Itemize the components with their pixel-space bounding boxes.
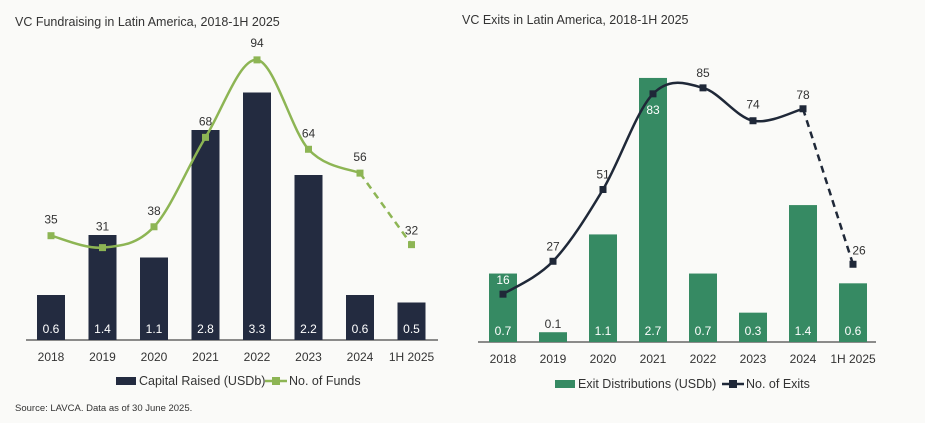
x-tick-label: 2019 bbox=[540, 352, 567, 366]
line-value-label: 64 bbox=[302, 126, 316, 140]
line-marker bbox=[549, 257, 557, 265]
line-marker bbox=[749, 117, 757, 125]
bar bbox=[243, 92, 271, 340]
bar-value-label: 1.1 bbox=[146, 322, 163, 336]
line-value-label: 38 bbox=[147, 204, 161, 218]
bar-value-label: 2.7 bbox=[645, 324, 662, 338]
fundraising-chart: 0.6 2018 1.4 2019 1.1 2020 2.8 2021 3.3 2022 2.2 20… bbox=[26, 36, 438, 388]
bar-value-label: 1.4 bbox=[94, 322, 111, 336]
bar-value-label: 0.6 bbox=[845, 324, 862, 338]
right-chart-title: VC Exits in Latin America, 2018-1H 2025 bbox=[462, 13, 689, 27]
bar bbox=[689, 273, 717, 342]
x-tick-label: 2022 bbox=[690, 352, 717, 366]
line-marker bbox=[150, 223, 158, 231]
line-marker bbox=[799, 105, 807, 113]
legend-bar-label: Capital Raised (USDb) bbox=[139, 374, 265, 388]
line-marker bbox=[649, 90, 657, 98]
line-value-label: 94 bbox=[250, 36, 264, 50]
x-tick-label: 2018 bbox=[38, 350, 65, 364]
bar-value-label: 2.8 bbox=[197, 322, 214, 336]
bar-value-label: 0.7 bbox=[495, 324, 512, 338]
legend-bar-swatch bbox=[116, 377, 136, 385]
left-chart-title: VC Fundraising in Latin America, 2018-1H… bbox=[15, 15, 280, 29]
bar-value-label: 0.5 bbox=[403, 322, 420, 336]
bar bbox=[346, 295, 374, 340]
bar-value-label: 0.7 bbox=[695, 324, 712, 338]
legend-bar-label: Exit Distributions (USDb) bbox=[578, 377, 716, 391]
x-tick-label: 2024 bbox=[347, 350, 374, 364]
exits-chart: 0.7 2018 0.1 2019 1.1 2020 2.7 2021 0.7 2022 0.3 20… bbox=[478, 66, 876, 391]
line-value-label: 31 bbox=[96, 220, 110, 234]
bar bbox=[397, 302, 426, 340]
bar-value-label: 0.1 bbox=[545, 317, 562, 331]
x-tick-label: 2023 bbox=[295, 350, 322, 364]
bar-value-label: 1.4 bbox=[795, 324, 812, 338]
legend-bar-swatch bbox=[555, 380, 575, 388]
bar-value-label: 0.3 bbox=[745, 324, 762, 338]
line-value-label: 26 bbox=[852, 243, 866, 257]
source-note: Source: LAVCA. Data as of 30 June 2025. bbox=[15, 403, 192, 414]
line-value-label: 56 bbox=[353, 150, 367, 164]
line-value-label: 27 bbox=[546, 239, 560, 253]
x-tick-label: 2020 bbox=[590, 352, 617, 366]
x-tick-label: 2021 bbox=[192, 350, 219, 364]
line-marker bbox=[202, 133, 209, 141]
x-tick-label: 2021 bbox=[640, 352, 667, 366]
x-tick-label: 2018 bbox=[490, 352, 517, 366]
bar bbox=[589, 234, 617, 342]
bar-value-label: 1.1 bbox=[595, 324, 612, 338]
legend-line-label: No. of Exits bbox=[746, 377, 810, 391]
line-value-label: 68 bbox=[199, 114, 213, 128]
line-marker bbox=[356, 169, 364, 177]
bar bbox=[739, 312, 767, 342]
legend-line-marker bbox=[272, 377, 280, 385]
bar bbox=[88, 235, 117, 340]
line-value-label: 85 bbox=[696, 66, 710, 80]
line-value-label: 16 bbox=[496, 273, 510, 287]
line-value-label: 83 bbox=[646, 103, 660, 117]
line-marker bbox=[599, 186, 607, 194]
legend-line-marker bbox=[729, 380, 737, 388]
bar-value-label: 3.3 bbox=[249, 322, 266, 336]
bar bbox=[37, 295, 65, 340]
line-marker bbox=[699, 84, 707, 92]
line-series-projected bbox=[801, 108, 855, 265]
x-tick-label: 2023 bbox=[740, 352, 767, 366]
x-tick-label: 2020 bbox=[141, 350, 168, 364]
bar bbox=[140, 257, 168, 340]
line-value-label: 78 bbox=[796, 88, 810, 102]
x-tick-label: 2024 bbox=[790, 352, 817, 366]
x-tick-label: 1H 2025 bbox=[830, 352, 876, 366]
line-value-label: 35 bbox=[44, 213, 58, 227]
line-marker bbox=[47, 232, 55, 240]
line-marker bbox=[305, 145, 312, 153]
bar bbox=[789, 205, 817, 342]
bar bbox=[489, 273, 517, 342]
x-tick-label: 2022 bbox=[244, 350, 271, 364]
bar-value-label: 2.2 bbox=[300, 322, 317, 336]
line-marker bbox=[849, 260, 857, 268]
line-marker bbox=[499, 290, 507, 298]
bar bbox=[294, 175, 323, 340]
bar-value-label: 0.6 bbox=[352, 322, 369, 336]
bar bbox=[191, 130, 220, 340]
bar bbox=[839, 283, 867, 342]
line-series-projected bbox=[358, 172, 413, 246]
bar bbox=[639, 77, 667, 342]
line-value-label: 51 bbox=[596, 168, 610, 182]
line-value-label: 32 bbox=[405, 224, 419, 238]
line-marker bbox=[99, 244, 106, 252]
line-marker bbox=[253, 56, 261, 64]
line-marker bbox=[408, 241, 415, 249]
bar bbox=[539, 332, 567, 342]
legend-line-label: No. of Funds bbox=[289, 374, 361, 388]
line-value-label: 74 bbox=[746, 98, 760, 112]
x-tick-label: 2019 bbox=[89, 350, 116, 364]
bar-value-label: 0.6 bbox=[43, 322, 60, 336]
x-tick-label: 1H 2025 bbox=[389, 350, 435, 364]
